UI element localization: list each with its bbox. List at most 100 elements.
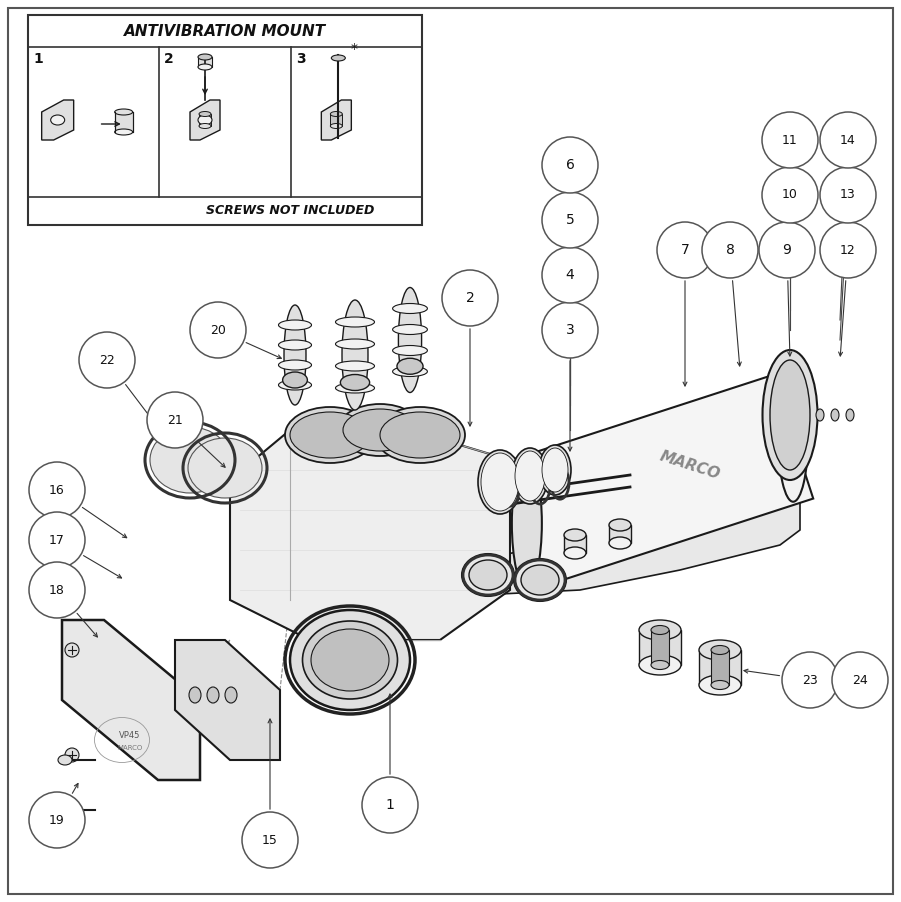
Bar <box>699 650 741 685</box>
Circle shape <box>820 222 876 278</box>
Text: 2: 2 <box>466 291 474 305</box>
Ellipse shape <box>539 445 571 495</box>
Bar <box>639 630 681 665</box>
Circle shape <box>147 392 203 448</box>
Bar <box>609 525 631 543</box>
Ellipse shape <box>462 554 514 596</box>
Text: 24: 24 <box>852 674 868 686</box>
Ellipse shape <box>609 537 631 549</box>
Text: 12: 12 <box>840 244 856 256</box>
Text: *: * <box>350 42 358 56</box>
Ellipse shape <box>278 340 312 350</box>
Bar <box>114 112 132 132</box>
Circle shape <box>542 192 598 248</box>
Ellipse shape <box>564 529 586 541</box>
Ellipse shape <box>335 361 375 371</box>
Ellipse shape <box>290 412 370 458</box>
Text: MARCO: MARCO <box>658 448 723 482</box>
Text: 19: 19 <box>50 814 65 826</box>
Ellipse shape <box>150 427 230 493</box>
Text: 5: 5 <box>566 213 574 227</box>
Circle shape <box>759 222 815 278</box>
Ellipse shape <box>515 451 545 501</box>
Text: MARCO: MARCO <box>117 745 142 751</box>
Circle shape <box>79 332 135 388</box>
Circle shape <box>29 562 85 618</box>
Ellipse shape <box>332 55 345 61</box>
Ellipse shape <box>199 112 211 116</box>
Ellipse shape <box>285 407 375 463</box>
Text: 17: 17 <box>49 533 65 547</box>
Circle shape <box>29 792 85 848</box>
Text: 7: 7 <box>680 243 689 257</box>
Ellipse shape <box>770 360 810 470</box>
Circle shape <box>657 222 713 278</box>
Bar <box>564 535 586 553</box>
Ellipse shape <box>342 300 368 410</box>
Text: 3: 3 <box>566 323 574 337</box>
Ellipse shape <box>188 438 262 498</box>
Text: 8: 8 <box>725 243 734 257</box>
Circle shape <box>65 748 79 762</box>
Text: 2: 2 <box>164 52 174 66</box>
Ellipse shape <box>393 325 427 335</box>
Circle shape <box>762 112 818 168</box>
Circle shape <box>820 167 876 223</box>
Circle shape <box>820 112 876 168</box>
Ellipse shape <box>284 305 306 405</box>
Text: 14: 14 <box>840 133 856 146</box>
Circle shape <box>762 167 818 223</box>
Circle shape <box>442 270 498 326</box>
Ellipse shape <box>278 380 312 390</box>
Text: 20: 20 <box>210 324 226 336</box>
Ellipse shape <box>189 687 201 703</box>
Ellipse shape <box>831 409 839 421</box>
Text: 10: 10 <box>782 189 798 201</box>
Ellipse shape <box>711 646 729 655</box>
Circle shape <box>65 643 79 657</box>
Ellipse shape <box>335 383 375 393</box>
Ellipse shape <box>846 409 854 421</box>
Ellipse shape <box>778 372 808 502</box>
Ellipse shape <box>199 124 211 128</box>
Circle shape <box>542 302 598 358</box>
Bar <box>198 57 212 67</box>
Polygon shape <box>480 490 800 595</box>
Ellipse shape <box>278 360 312 370</box>
Ellipse shape <box>303 621 397 699</box>
Ellipse shape <box>225 687 237 703</box>
Ellipse shape <box>393 366 427 376</box>
Ellipse shape <box>114 129 132 135</box>
Polygon shape <box>230 430 510 640</box>
Text: SCREWS NOT INCLUDED: SCREWS NOT INCLUDED <box>206 205 375 217</box>
Polygon shape <box>62 620 200 780</box>
Ellipse shape <box>290 610 410 710</box>
Ellipse shape <box>375 407 465 463</box>
Ellipse shape <box>564 547 586 559</box>
Ellipse shape <box>278 320 312 330</box>
Text: 18: 18 <box>49 584 65 596</box>
Ellipse shape <box>393 303 427 314</box>
Ellipse shape <box>283 372 307 388</box>
Circle shape <box>832 652 888 708</box>
Circle shape <box>29 512 85 568</box>
Ellipse shape <box>58 805 72 815</box>
Ellipse shape <box>380 412 460 458</box>
Ellipse shape <box>711 680 729 689</box>
Ellipse shape <box>512 448 548 504</box>
Ellipse shape <box>341 374 369 391</box>
Text: 11: 11 <box>782 133 798 146</box>
Ellipse shape <box>114 109 132 115</box>
Circle shape <box>702 222 758 278</box>
Ellipse shape <box>58 755 72 765</box>
Ellipse shape <box>651 660 669 669</box>
Circle shape <box>542 137 598 193</box>
Text: 3: 3 <box>296 52 305 66</box>
Ellipse shape <box>521 565 559 595</box>
Text: 1: 1 <box>33 52 42 66</box>
Ellipse shape <box>512 458 542 588</box>
Polygon shape <box>506 375 814 585</box>
Text: 16: 16 <box>50 483 65 496</box>
Bar <box>331 114 342 126</box>
Ellipse shape <box>542 448 568 492</box>
